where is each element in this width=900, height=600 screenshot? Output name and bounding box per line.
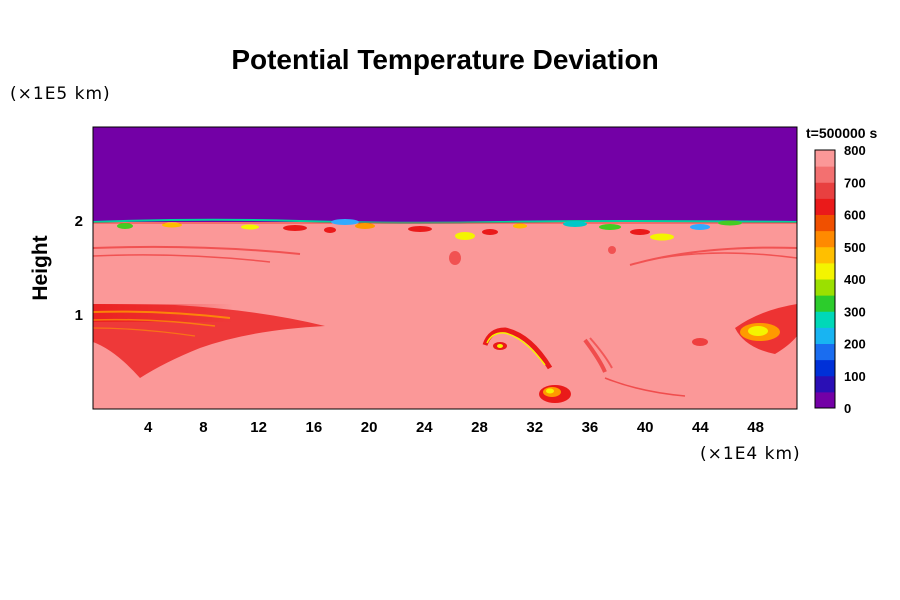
colorbar-segment	[815, 343, 835, 361]
colorbar-tick-label: 600	[844, 208, 866, 223]
plot-area	[92, 126, 798, 410]
colorbar-tick-label: 500	[844, 240, 866, 255]
colorbar-segment	[815, 198, 835, 215]
x-tick-label: 32	[526, 419, 543, 436]
y-tick-label: 1	[75, 307, 83, 324]
x-tick-label: 36	[582, 419, 599, 436]
colorbar-tick-label: 0	[844, 401, 851, 416]
x-tick-label: 44	[692, 419, 709, 436]
x-tick-label: 12	[250, 419, 267, 436]
upper-streaks	[92, 245, 798, 266]
colorbar-segment	[815, 311, 835, 328]
colorbar-segment	[815, 262, 835, 280]
colorbar-tick-label: 700	[844, 175, 866, 190]
colorbar-tick-label: 100	[844, 369, 866, 384]
x-tick-label: 28	[471, 419, 488, 436]
chart-title: Potential Temperature Deviation	[231, 44, 659, 75]
y-axis-unit: (×1E5 km)	[10, 84, 111, 104]
colorbar-tick-label: 200	[844, 337, 866, 352]
colorbar: 0 100 200 300 400 500 600 700 800	[814, 143, 866, 416]
colorbar-segment	[815, 295, 835, 312]
x-tick-label: 4	[144, 419, 153, 436]
colorbar-segment	[815, 246, 835, 264]
time-label: t=500000 s	[806, 125, 878, 141]
colorbar-segment	[815, 279, 835, 296]
colorbar-segment	[815, 327, 835, 344]
x-tick-label: 8	[199, 419, 207, 436]
colorbar-segment	[815, 214, 835, 232]
right-plume	[692, 304, 797, 354]
plot-frame	[92, 126, 798, 410]
x-tick-label: 24	[416, 419, 433, 436]
y-tick-label: 2	[75, 213, 83, 230]
colorbar-segment	[815, 166, 835, 183]
colorbar-segment	[815, 391, 835, 409]
colorbar-tick-label: 300	[844, 304, 866, 319]
interface-turbulence	[92, 218, 798, 241]
colorbar-tick-label: 400	[844, 272, 866, 287]
x-tick-label: 48	[747, 419, 764, 436]
colorbar-segment	[815, 359, 835, 377]
x-tick-label: 40	[637, 419, 654, 436]
x-tick-label: 20	[361, 419, 378, 436]
x-axis-ticks: 4 8 12 16 20 24 28 32 36 40 44 48	[144, 419, 764, 436]
x-tick-label: 16	[306, 419, 323, 436]
y-axis-ticks: 12	[75, 213, 83, 324]
colorbar-segment	[815, 182, 835, 199]
upper-region	[93, 127, 797, 222]
middle-arcs	[482, 327, 686, 403]
colorbar-segment	[815, 375, 835, 393]
colorbar-tick-label: 800	[844, 143, 866, 158]
x-axis-unit: (×1E4 km)	[700, 444, 801, 464]
colorbar-segment	[815, 150, 835, 167]
colorbar-segment	[815, 230, 835, 248]
colorbar-frame	[814, 149, 836, 409]
left-plume	[92, 304, 325, 378]
